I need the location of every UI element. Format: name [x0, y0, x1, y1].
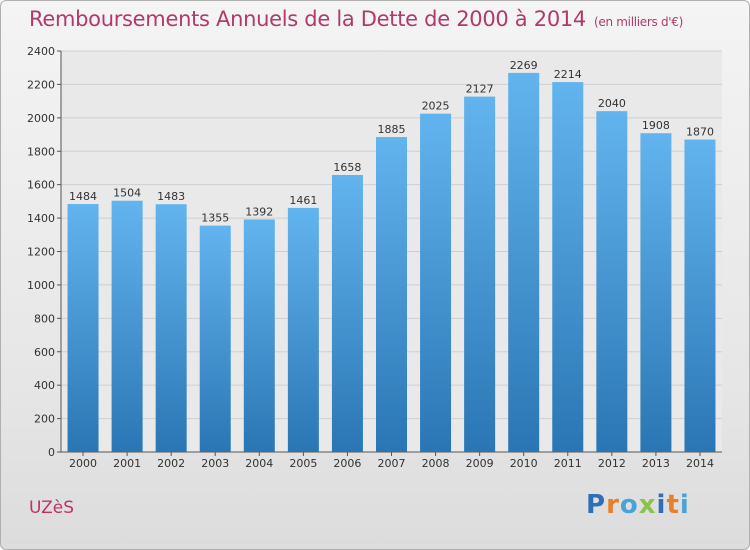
bar-value-label: 2040: [598, 97, 626, 110]
bar: [111, 200, 143, 452]
y-tick-label: 1400: [27, 212, 55, 225]
y-tick-label: 2400: [27, 45, 55, 58]
x-tick-label: 2013: [642, 457, 670, 470]
chart-title-text: Remboursements Annuels de la Dette de 20…: [29, 7, 586, 31]
logo-letter: P: [586, 490, 607, 520]
x-tick-label: 2009: [466, 457, 494, 470]
y-tick-label: 1600: [27, 179, 55, 192]
bar-value-label: 1392: [245, 205, 273, 218]
bar: [331, 174, 363, 452]
x-tick-label: 2006: [333, 457, 361, 470]
bar: [243, 219, 275, 452]
bar: [376, 137, 407, 452]
y-tick-label: 1200: [27, 246, 55, 259]
bar-value-label: 1658: [333, 161, 361, 174]
logo-letter: i: [679, 490, 690, 520]
bar-value-label: 1885: [378, 123, 406, 136]
x-tick-label: 2012: [598, 457, 626, 470]
chart-title: Remboursements Annuels de la Dette de 20…: [29, 7, 683, 31]
logo-letter: t: [666, 490, 680, 520]
bar: [464, 96, 496, 453]
bar: [67, 204, 99, 452]
y-tick-label: 1800: [27, 145, 55, 158]
bar-value-label: 2127: [466, 83, 494, 96]
logo-letter: i: [656, 490, 667, 520]
y-tick-label: 0: [48, 446, 55, 459]
bar-value-label: 2025: [422, 100, 450, 113]
bar-value-label: 1908: [642, 119, 670, 132]
bar: [420, 113, 452, 452]
bar: [287, 207, 319, 452]
bar-value-label: 1484: [69, 190, 97, 203]
bar-value-label: 1483: [157, 190, 185, 203]
bar-value-label: 2269: [510, 59, 538, 72]
x-tick-label: 2003: [201, 457, 229, 470]
y-tick-label: 600: [34, 346, 55, 359]
bar: [640, 133, 672, 452]
y-tick-label: 800: [34, 312, 55, 325]
chart-subtitle: (en milliers d'€): [594, 15, 684, 29]
bar-value-label: 1355: [201, 212, 229, 225]
x-tick-label: 2008: [422, 457, 450, 470]
bar: [199, 225, 231, 452]
city-name: UZèS: [29, 498, 75, 518]
x-tick-label: 2004: [245, 457, 273, 470]
x-tick-label: 2010: [510, 457, 538, 470]
proxiti-logo: Proxiti: [586, 490, 690, 520]
bar-value-label: 2214: [554, 68, 582, 81]
x-tick-label: 2005: [289, 457, 317, 470]
logo-letter: o: [619, 490, 639, 520]
y-tick-label: 200: [34, 413, 55, 426]
x-tick-label: 2011: [554, 457, 582, 470]
bar: [596, 111, 628, 453]
logo-letter: r: [606, 490, 620, 520]
bar: [684, 139, 716, 452]
bar-value-label: 1504: [113, 187, 141, 200]
x-tick-label: 2000: [69, 457, 97, 470]
y-tick-label: 1000: [27, 279, 55, 292]
bar: [552, 82, 584, 452]
y-tick-label: 400: [34, 379, 55, 392]
bar: [508, 72, 540, 453]
x-tick-label: 2014: [686, 457, 714, 470]
x-tick-label: 2001: [113, 457, 141, 470]
bar: [155, 204, 187, 452]
y-tick-label: 2000: [27, 112, 55, 125]
logo-letter: x: [638, 490, 657, 520]
bar-value-label: 1870: [686, 126, 714, 139]
y-tick-label: 2200: [27, 78, 55, 91]
x-tick-label: 2007: [378, 457, 406, 470]
bar-value-label: 1461: [289, 194, 317, 207]
x-tick-label: 2002: [157, 457, 185, 470]
